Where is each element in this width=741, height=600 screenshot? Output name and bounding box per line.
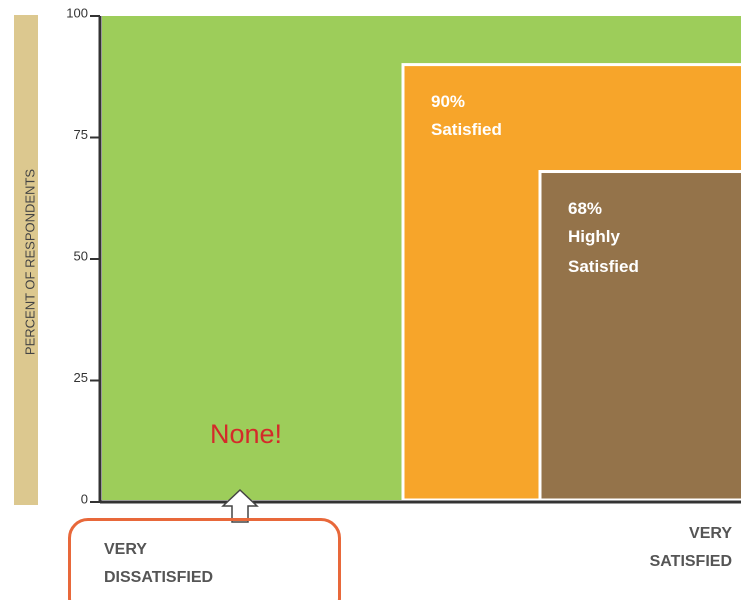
y-tick-label: 75 — [74, 127, 88, 142]
y-tick-label: 25 — [74, 370, 88, 385]
callout-box — [68, 518, 341, 600]
arrow — [221, 488, 259, 523]
series-label: Highly Satisfied — [568, 226, 639, 276]
y-tick-label: 50 — [74, 248, 88, 263]
series-label: Satisfied — [431, 119, 502, 139]
y-tick-label: 0 — [81, 491, 88, 506]
y-axis-label: PERCENT OF RESPONDENTS — [22, 169, 37, 355]
x-label-left: VERY DISSATISFIED — [104, 541, 214, 586]
value-label: 68% — [568, 198, 603, 218]
value-label: 90% — [431, 91, 466, 111]
y-tick-label: 100 — [66, 5, 88, 20]
annotation: None! — [210, 419, 282, 449]
area-block — [538, 170, 741, 502]
y-label-band — [14, 15, 38, 505]
x-label-right: VERY SATISFIED — [649, 525, 732, 570]
